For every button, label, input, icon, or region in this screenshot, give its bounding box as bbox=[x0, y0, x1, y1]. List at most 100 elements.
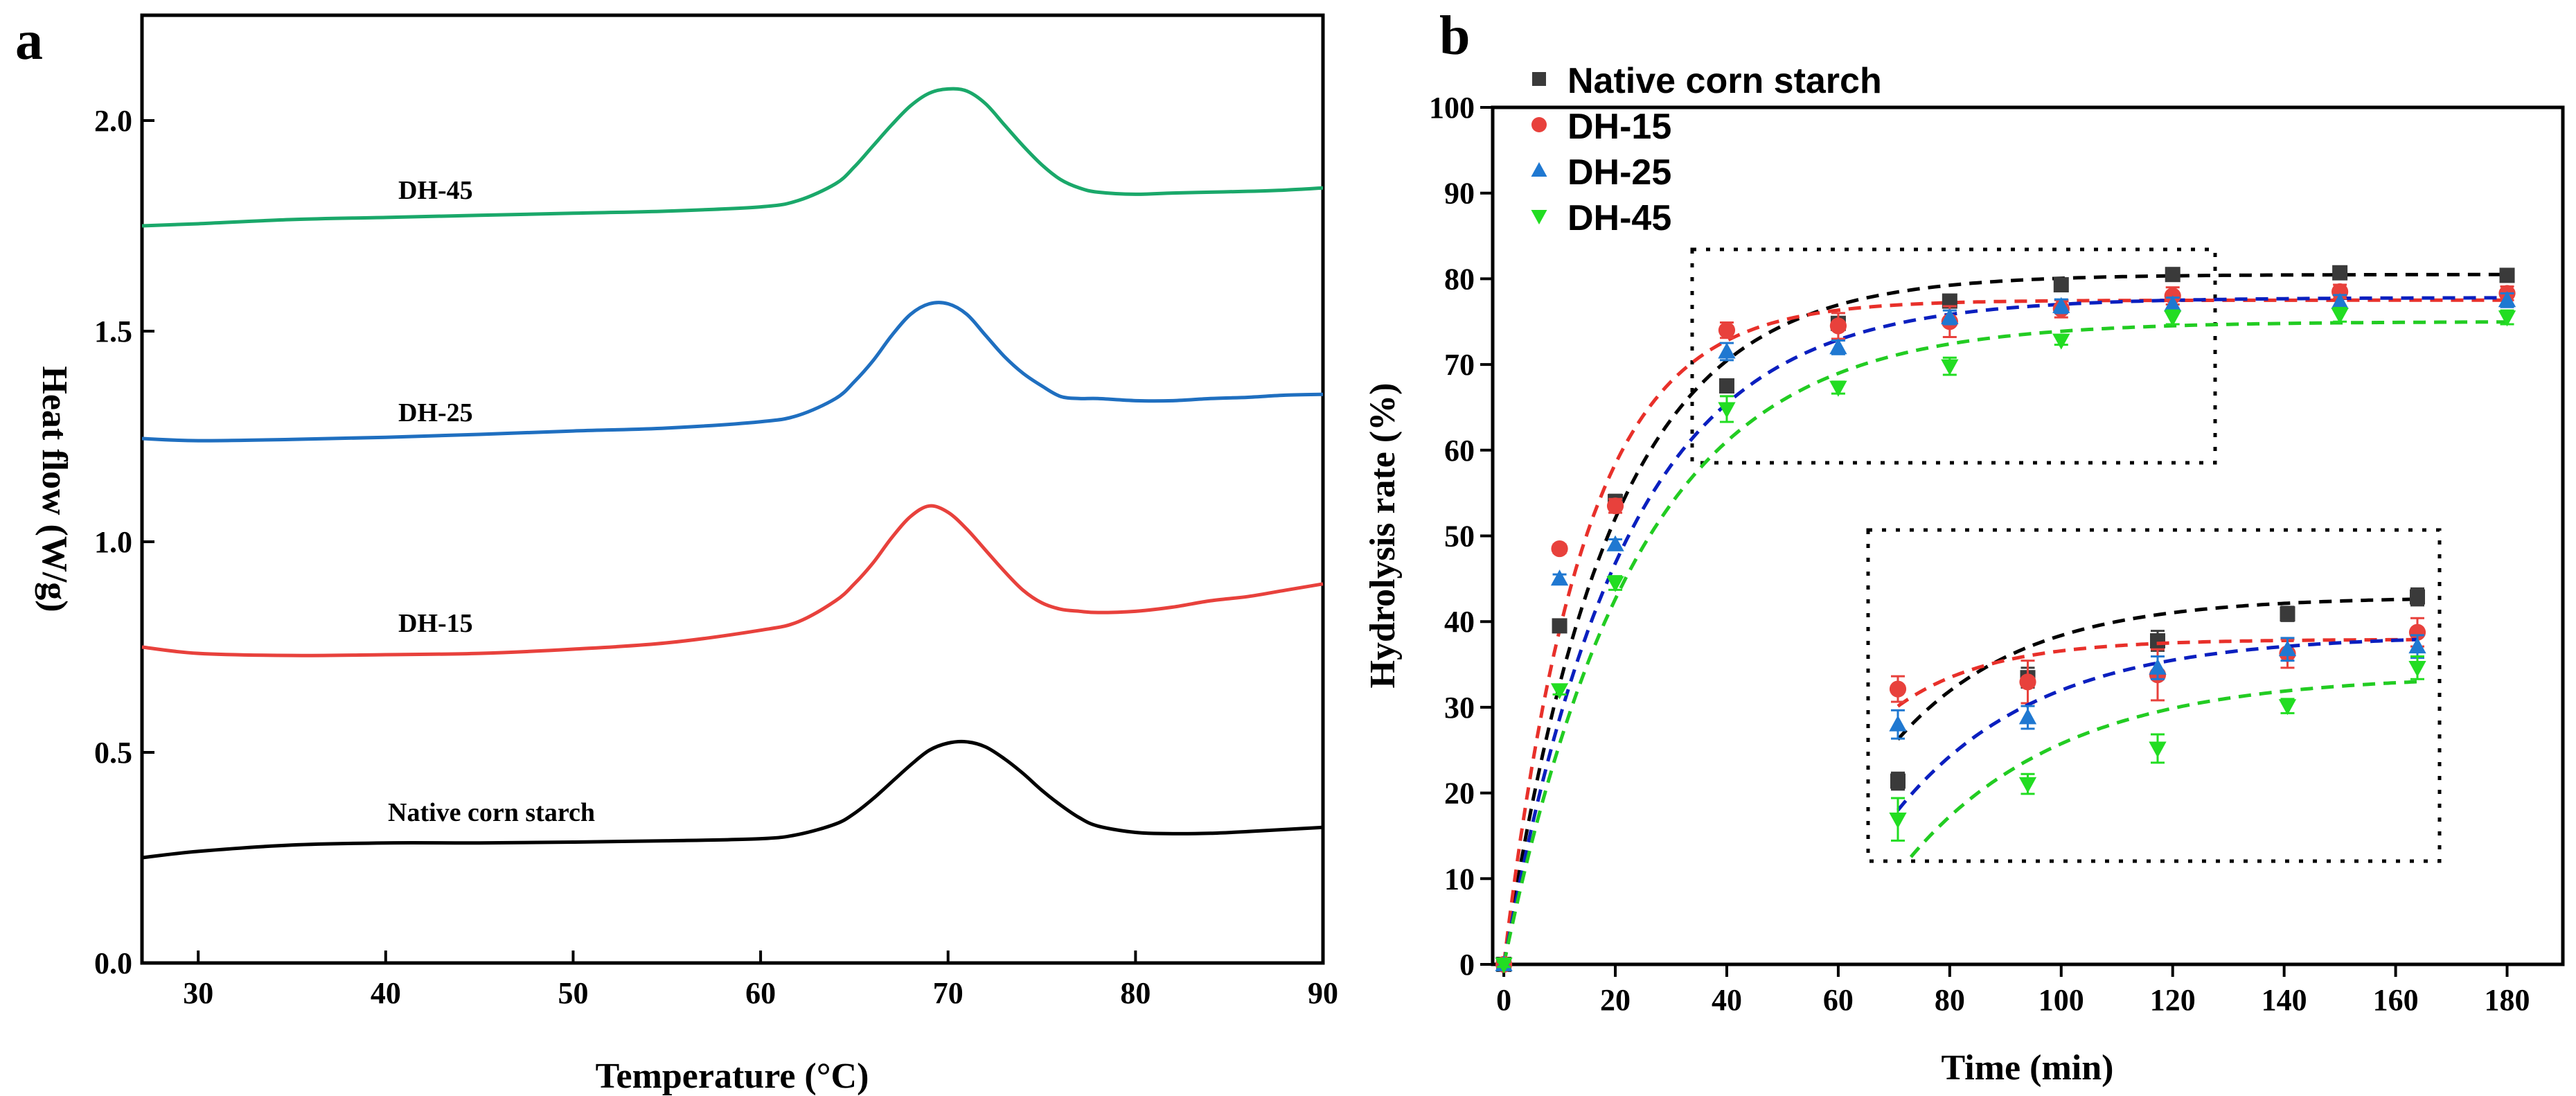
curve-label-dh15: DH-15 bbox=[398, 609, 473, 638]
inset-data-point bbox=[2410, 589, 2425, 605]
data-point bbox=[1829, 338, 1847, 355]
panel-b-zoom-box-inset bbox=[1866, 528, 2442, 863]
inset-series-dh-45 bbox=[1889, 655, 2426, 842]
x-tick-label: 160 bbox=[2373, 983, 2419, 1017]
y-tick-label: 60 bbox=[1444, 434, 1475, 468]
inset-data-point bbox=[1889, 812, 1907, 829]
inset-data-point bbox=[2019, 673, 2036, 691]
data-point bbox=[1941, 308, 1959, 324]
inset-data-point bbox=[1889, 715, 1907, 732]
data-point bbox=[2498, 291, 2516, 308]
x-tick-label: 90 bbox=[1308, 976, 1338, 1010]
curve-label-native: Native corn starch bbox=[388, 798, 595, 827]
panel-a-x-axis-title: Temperature (°C) bbox=[596, 1057, 869, 1096]
legend-marker bbox=[1532, 72, 1546, 86]
panel-b-y-ticks: 0 10 20 30 40 50 60 70 80 90 100 bbox=[1429, 91, 1493, 982]
x-tick-label: 0 bbox=[1496, 983, 1511, 1017]
panel-a-y-axis-title: Heat flow (W/g) bbox=[35, 366, 74, 612]
x-tick-label: 140 bbox=[2262, 983, 2307, 1017]
inset-data-point bbox=[2278, 699, 2297, 716]
x-tick-label: 60 bbox=[1823, 983, 1854, 1017]
x-tick-label: 20 bbox=[1600, 983, 1631, 1017]
panel-b-y-axis-title: Hydrolysis rate (%) bbox=[1363, 383, 1403, 689]
data-point bbox=[1552, 618, 1567, 634]
x-tick-label: 80 bbox=[1120, 976, 1151, 1010]
x-tick-label: 80 bbox=[1935, 983, 1965, 1017]
panel-b-x-axis-title: Time (min) bbox=[1942, 1048, 2114, 1088]
legend-item-dh-15: DH-15 bbox=[1531, 107, 1671, 147]
inset-data-point bbox=[2408, 624, 2426, 641]
y-tick-label: 90 bbox=[1444, 177, 1475, 211]
data-point bbox=[2331, 292, 2349, 309]
legend-label: DH-15 bbox=[1567, 107, 1671, 147]
data-point bbox=[2052, 333, 2070, 350]
data-point bbox=[1606, 576, 1624, 592]
inset-fit-curve-native-corn-starch bbox=[1897, 597, 2418, 741]
panel-b-legend: Native corn starch DH-15 DH-25 DH-45 bbox=[1531, 61, 1882, 238]
x-tick-label: 70 bbox=[933, 976, 963, 1010]
x-tick-label: 50 bbox=[558, 976, 588, 1010]
panel-b-zoom-box-main bbox=[1690, 247, 2217, 465]
data-point bbox=[2164, 295, 2182, 312]
dsc-curve-dh-25 bbox=[141, 301, 1324, 443]
y-tick-label: 1.0 bbox=[94, 525, 132, 559]
data-point bbox=[2164, 310, 2182, 327]
x-tick-label: 180 bbox=[2485, 983, 2530, 1017]
legend-marker bbox=[1531, 162, 1547, 177]
data-point bbox=[2499, 267, 2515, 283]
inset-data-point bbox=[2408, 660, 2426, 678]
y-tick-label: 0.5 bbox=[94, 736, 132, 770]
legend-item-dh-45: DH-45 bbox=[1531, 198, 1671, 238]
inset-data-point bbox=[2150, 633, 2165, 648]
inset-data-point bbox=[1889, 680, 1907, 698]
inset-data-point bbox=[2018, 777, 2037, 793]
data-point bbox=[1829, 380, 1847, 397]
data-point bbox=[1551, 540, 1568, 558]
inset-data-point bbox=[2149, 658, 2167, 675]
x-tick-label: 40 bbox=[371, 976, 401, 1010]
panel-b-hydrolysis-chart: b 0 20 40 60 80 100 120 140 160 180 0 10 20 30 40 50 60… bbox=[1363, 6, 2565, 1088]
panel-a-x-ticks: 30 40 50 60 70 80 90 bbox=[183, 951, 1338, 1010]
y-tick-label: 2.0 bbox=[94, 104, 132, 138]
inset-fit-curve-dh-45 bbox=[1909, 680, 2418, 858]
panel-b-x-ticks: 0 20 40 60 80 100 120 140 160 180 bbox=[1496, 964, 2530, 1017]
legend-item-native-corn-starch: Native corn starch bbox=[1532, 61, 1882, 101]
data-point bbox=[1941, 359, 1959, 375]
data-point bbox=[2053, 277, 2069, 293]
data-point bbox=[1718, 402, 1736, 418]
data-point bbox=[2165, 267, 2180, 283]
curve-label-dh25: DH-25 bbox=[398, 398, 473, 427]
dsc-curve-dh-15 bbox=[141, 504, 1324, 657]
legend-item-dh-25: DH-25 bbox=[1531, 152, 1671, 193]
curve-label-dh45: DH-45 bbox=[398, 176, 473, 205]
data-point bbox=[2052, 297, 2070, 313]
y-tick-label: 40 bbox=[1444, 605, 1475, 639]
legend-label: Native corn starch bbox=[1567, 61, 1882, 101]
inset-series-dh-25 bbox=[1889, 634, 2426, 740]
data-point bbox=[1718, 378, 1734, 394]
x-tick-label: 100 bbox=[2038, 983, 2084, 1017]
data-point bbox=[1718, 342, 1736, 359]
x-tick-label: 40 bbox=[1712, 983, 1742, 1017]
data-point bbox=[2332, 265, 2348, 281]
data-point bbox=[2331, 308, 2349, 324]
data-point bbox=[1550, 569, 1569, 586]
y-tick-label: 30 bbox=[1444, 691, 1475, 725]
panel-b-inset bbox=[1889, 587, 2426, 858]
data-point bbox=[1550, 683, 1569, 700]
y-tick-label: 0.0 bbox=[94, 946, 132, 980]
inset-data-point bbox=[1890, 773, 1906, 789]
x-tick-label: 60 bbox=[745, 976, 776, 1010]
panel-b-letter: b bbox=[1439, 6, 1471, 67]
legend-label: DH-45 bbox=[1567, 198, 1671, 238]
inset-data-point bbox=[2278, 640, 2297, 657]
data-point bbox=[1606, 497, 1624, 515]
data-point bbox=[1606, 535, 1624, 551]
y-tick-label: 50 bbox=[1444, 520, 1475, 554]
x-tick-label: 30 bbox=[183, 976, 213, 1010]
y-tick-label: 70 bbox=[1444, 348, 1475, 382]
inset-data-point bbox=[2280, 606, 2295, 622]
series-dh-45 bbox=[1495, 306, 2516, 974]
panel-a-dsc-chart: a 30 40 50 60 70 80 90 0.0 0.5 1.0 1.5 2.0 DH-45 D… bbox=[15, 10, 1338, 1096]
